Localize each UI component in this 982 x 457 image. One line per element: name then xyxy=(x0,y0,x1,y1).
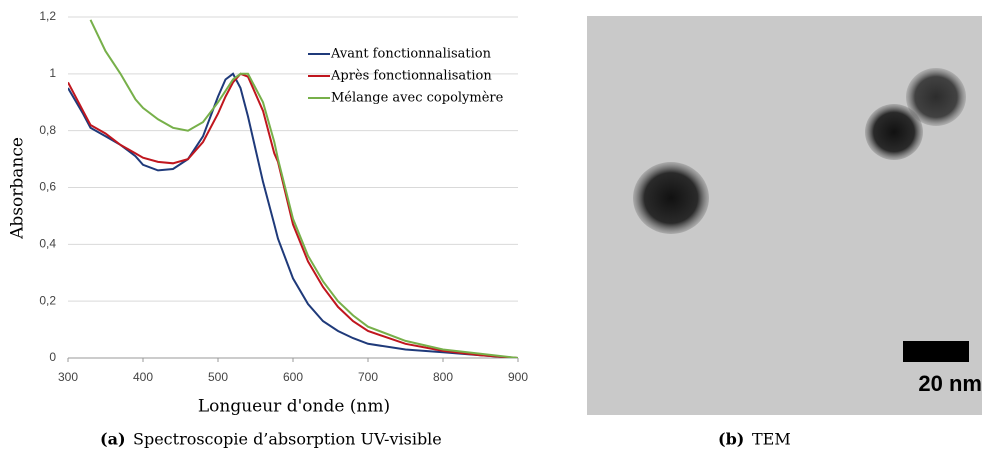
caption-text: Spectroscopie d’absorption UV-visible xyxy=(133,430,442,449)
scale-bar-label: 20 nm xyxy=(918,371,982,396)
y-tick-label: 0,6 xyxy=(39,180,56,194)
series-line xyxy=(68,72,518,358)
caption-label: (a) xyxy=(100,430,126,449)
series-line xyxy=(89,19,518,358)
x-tick-label: 800 xyxy=(433,370,453,384)
y-tick-label: 0,8 xyxy=(39,123,56,137)
caption-text: TEM xyxy=(752,430,791,449)
x-tick-label: 900 xyxy=(508,370,528,384)
legend-label: Mélange avec copolymère xyxy=(331,91,504,106)
scale-bar xyxy=(903,341,969,362)
x-tick-label: 400 xyxy=(133,370,153,384)
tem-image: 20 nm xyxy=(587,16,982,415)
legend-label: Avant fonctionnalisation xyxy=(330,47,492,62)
x-tick-label: 700 xyxy=(358,370,378,384)
y-tick-label: 1 xyxy=(49,66,56,80)
y-tick-label: 1,2 xyxy=(39,9,56,23)
x-tick-label: 500 xyxy=(208,370,228,384)
x-axis-title: Longueur d'onde (nm) xyxy=(198,397,390,417)
y-tick-label: 0,4 xyxy=(39,237,56,251)
nanoparticle xyxy=(906,68,966,126)
nanoparticle xyxy=(633,162,709,234)
nanoparticle xyxy=(865,104,923,160)
y-axis-title: Absorbance xyxy=(8,137,28,240)
legend-label: Après fonctionnalisation xyxy=(330,69,492,84)
x-tick-label: 300 xyxy=(58,370,78,384)
x-tick-label: 600 xyxy=(283,370,303,384)
y-tick-label: 0 xyxy=(49,350,56,364)
y-tick-label: 0,2 xyxy=(39,293,56,307)
caption-label: (b) xyxy=(718,430,744,449)
